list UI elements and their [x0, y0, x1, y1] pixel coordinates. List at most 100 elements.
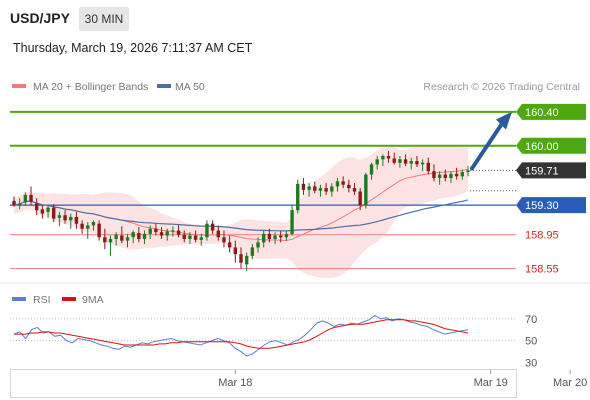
price-tag: [516, 197, 586, 214]
price-tag-label: 160.00: [525, 141, 559, 153]
candle-body: [369, 164, 374, 175]
candle-body: [454, 173, 459, 177]
candle-body: [415, 161, 419, 165]
price-tag: [516, 137, 586, 154]
candle-body: [358, 191, 362, 206]
candle-body: [466, 170, 470, 173]
rsi-ma-line: [14, 319, 469, 349]
x-axis-label: Mar 19: [474, 377, 508, 389]
candle-body: [137, 233, 141, 239]
candle-body: [261, 233, 266, 243]
candle-body: [23, 194, 28, 203]
symbol-label: USD/JPY: [10, 10, 70, 26]
candle-body: [188, 235, 192, 239]
x-axis-label: Mar 18: [218, 377, 252, 389]
candle-body: [284, 233, 289, 238]
ma50-legend-swatch: [157, 84, 171, 88]
candle-body: [40, 209, 45, 214]
ma20-legend-label: MA 20 + Bollinger Bands: [33, 81, 148, 93]
candle-body: [347, 184, 351, 189]
candle-body: [443, 174, 448, 178]
price-tag-label: 159.71: [525, 165, 559, 177]
ma50-line: [13, 199, 469, 232]
candle-body: [103, 237, 107, 243]
candle-body: [97, 223, 101, 238]
candle-body: [256, 242, 260, 248]
candle-body: [227, 242, 232, 248]
candle-body: [409, 161, 413, 164]
timestamp: Thursday, March 19, 2026 7:11:37 AM CET: [13, 41, 253, 55]
candle-body: [165, 231, 169, 236]
candle-body: [86, 225, 90, 229]
candle-body: [352, 188, 357, 192]
candle-body: [341, 181, 345, 185]
candle-body: [420, 162, 425, 165]
ma50-legend-label: MA 50: [175, 81, 205, 93]
candle-body: [398, 159, 402, 163]
candle-body: [159, 232, 164, 236]
candle-body: [307, 186, 311, 190]
candle-body: [12, 200, 16, 206]
candle-body: [437, 174, 442, 178]
candle-body: [290, 210, 294, 234]
candle-body: [148, 228, 152, 234]
rsi-ma-legend-swatch: [62, 297, 76, 301]
rsi-tick-label: 30: [525, 358, 537, 370]
rsi-legend-label: RSI: [33, 294, 51, 306]
candle-body: [239, 254, 243, 263]
rsi-legend-swatch: [12, 297, 26, 301]
x-axis-label: Mar 20: [553, 377, 587, 389]
candle-body: [29, 194, 33, 202]
candle-body: [80, 223, 84, 229]
support-level-label: 158.55: [525, 264, 559, 276]
candle-body: [154, 228, 158, 233]
candle-body: [114, 234, 118, 239]
candle-body: [426, 162, 430, 172]
candle-body: [216, 230, 221, 238]
candle-body: [69, 216, 73, 221]
candle-body: [313, 186, 317, 191]
candle-body: [301, 183, 306, 190]
candle-body: [176, 230, 181, 235]
forecast-arrow-shaft: [470, 118, 506, 171]
candle-body: [392, 158, 396, 163]
candle-body: [57, 215, 62, 218]
price-tag: [516, 103, 586, 120]
candle-body: [91, 222, 96, 226]
support-level-label: 158.95: [525, 230, 559, 242]
candle-body: [375, 159, 379, 165]
candle-body: [296, 183, 300, 211]
candle-body: [381, 155, 385, 160]
candle-body: [449, 173, 453, 178]
x-axis-frame: [10, 369, 517, 398]
candle-body: [267, 233, 272, 239]
timeframe-button[interactable]: 30 MIN: [79, 7, 129, 31]
candle-body: [364, 174, 368, 206]
candle-body: [171, 230, 175, 232]
ma20-legend-swatch: [12, 84, 26, 88]
candle-body: [131, 232, 135, 238]
candle-body: [193, 235, 198, 240]
candle-body: [120, 235, 124, 241]
candle-body: [74, 216, 79, 224]
candle-body: [142, 233, 147, 239]
candle-body: [46, 207, 50, 212]
price-tag-label: 160.40: [525, 107, 559, 119]
candle-body: [182, 234, 186, 239]
candle-body: [233, 247, 238, 255]
candle-body: [335, 181, 340, 187]
price-tag: [516, 162, 586, 179]
candle-body: [210, 223, 215, 231]
forecast-arrow-head: [496, 111, 512, 130]
candle-body: [403, 159, 408, 164]
candle-body: [222, 237, 226, 243]
candle-body: [63, 215, 67, 221]
candle-body: [125, 237, 130, 241]
price-tag-label: 159.30: [525, 200, 559, 212]
rsi-tick-label: 50: [525, 336, 537, 348]
candle-body: [250, 247, 255, 256]
candle-body: [330, 186, 334, 192]
rsi-ma-legend-label: 9MA: [82, 294, 104, 306]
rsi-tick-label: 70: [525, 314, 537, 326]
